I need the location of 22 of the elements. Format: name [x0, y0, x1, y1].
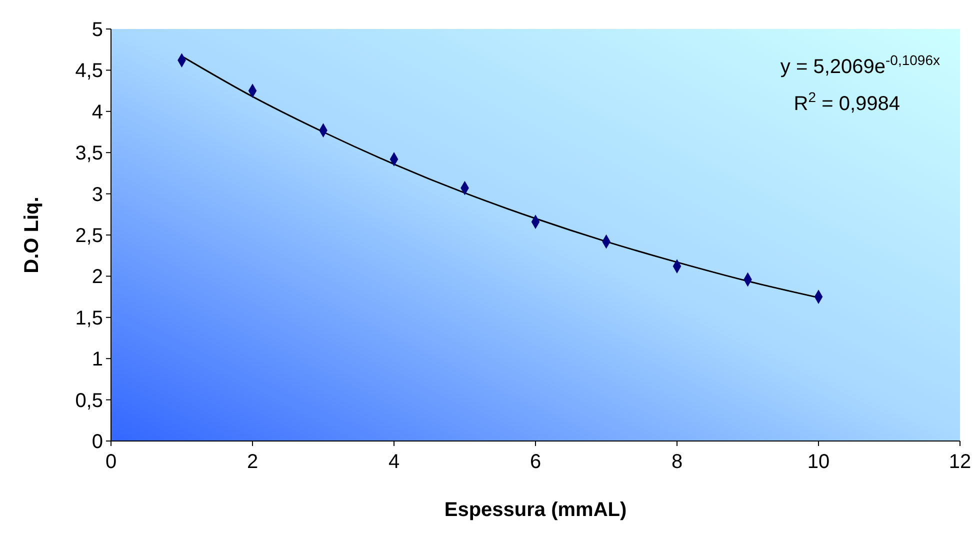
y-tick-label: 1,5: [75, 307, 103, 330]
x-axis-title: Espessura (mmAL): [444, 499, 627, 521]
y-tick-label: 3: [92, 184, 103, 206]
y-tick-label: 4: [92, 101, 103, 124]
x-tick-label: 8: [671, 451, 683, 473]
y-tick-label: 3,5: [75, 142, 103, 165]
x-tick-label: 12: [948, 451, 972, 473]
y-tick-label: 0,5: [75, 390, 103, 412]
annotation: R$^{2}$ = 0,9984: [794, 89, 900, 115]
x-tick-label: 6: [530, 451, 542, 473]
y-tick-label: 5: [92, 19, 103, 41]
y-tick-label: 0: [92, 431, 103, 453]
y-tick-label: 2,5: [75, 225, 103, 247]
y-tick-label: 4,5: [75, 60, 103, 82]
x-tick-label: 0: [105, 451, 117, 473]
y-axis-title: D.O Liq.: [21, 196, 43, 274]
x-tick-label: 10: [807, 451, 830, 473]
y-tick-label: 2: [92, 266, 103, 288]
x-tick-label: 4: [388, 451, 400, 473]
x-tick-label: 2: [246, 451, 258, 473]
annotation: y = 5,2069e$^{-0,1096x}$: [780, 52, 940, 78]
y-tick-label: 1: [92, 348, 103, 371]
